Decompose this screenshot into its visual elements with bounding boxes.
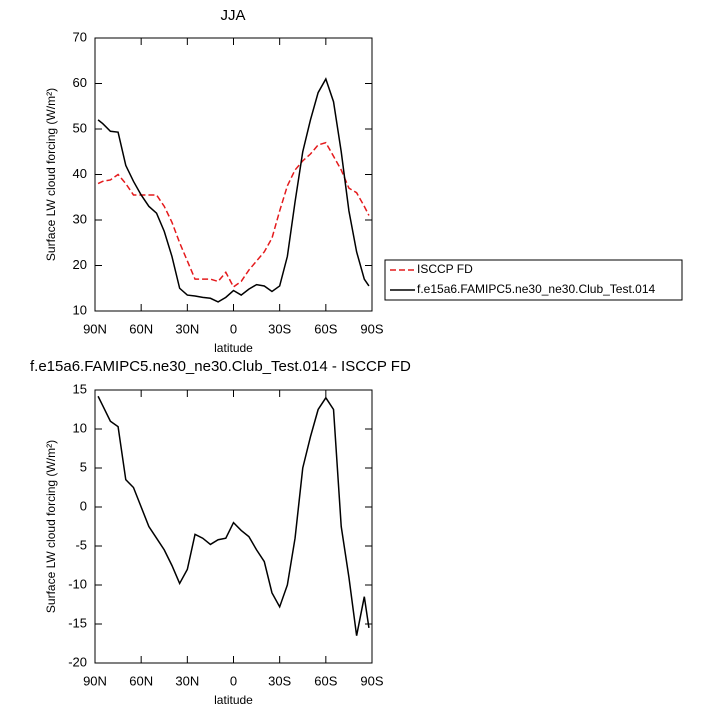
x-tick-label: 0	[230, 321, 237, 336]
x-tick-label: 60N	[129, 321, 153, 336]
legend-label: ISCCP FD	[417, 262, 473, 276]
data-line	[97, 141, 370, 288]
y-tick-label: 50	[73, 120, 87, 135]
x-tick-label: 0	[230, 673, 237, 688]
y-tick-label: 30	[73, 211, 87, 226]
y-tick-label: -20	[68, 654, 87, 669]
y-tick-label: 10	[73, 420, 87, 435]
y-tick-label: 10	[73, 302, 87, 317]
x-tick-label: 30S	[268, 673, 291, 688]
y-tick-label: 5	[80, 459, 87, 474]
legend-box	[384, 259, 683, 301]
y-tick-label: -10	[68, 576, 87, 591]
data-line	[97, 395, 370, 636]
y-tick-label: 70	[73, 29, 87, 44]
y-axis-label: Surface LW cloud forcing (W/m²)	[44, 440, 58, 613]
y-tick-label: 40	[73, 166, 87, 181]
x-tick-label: 60S	[314, 673, 337, 688]
y-tick-label: 0	[80, 498, 87, 513]
y-tick-label: 20	[73, 257, 87, 272]
x-tick-label: 90N	[83, 321, 107, 336]
x-tick-label: 30N	[175, 673, 199, 688]
x-tick-label: 60N	[129, 673, 153, 688]
y-tick-label: 15	[73, 381, 87, 396]
chart-title: JJA	[220, 7, 245, 24]
x-tick-label: 90N	[83, 673, 107, 688]
chart-title: f.e15a6.FAMIPC5.ne30_ne30.Club_Test.014 …	[30, 358, 411, 375]
y-axis-label: Surface LW cloud forcing (W/m²)	[44, 88, 58, 261]
x-tick-label: 30S	[268, 321, 291, 336]
x-axis-label: latitude	[214, 693, 253, 707]
y-tick-label: -15	[68, 615, 87, 630]
x-tick-label: 30N	[175, 321, 199, 336]
y-tick-label: -5	[75, 537, 87, 552]
y-tick-label: 60	[73, 75, 87, 90]
plot-frame	[94, 37, 373, 312]
plot-frame	[94, 389, 373, 664]
x-tick-label: 90S	[360, 321, 383, 336]
x-tick-label: 60S	[314, 321, 337, 336]
legend-label: f.e15a6.FAMIPC5.ne30_ne30.Club_Test.014	[417, 282, 655, 296]
data-line	[97, 77, 370, 303]
x-axis-label: latitude	[214, 341, 253, 355]
x-tick-label: 90S	[360, 673, 383, 688]
